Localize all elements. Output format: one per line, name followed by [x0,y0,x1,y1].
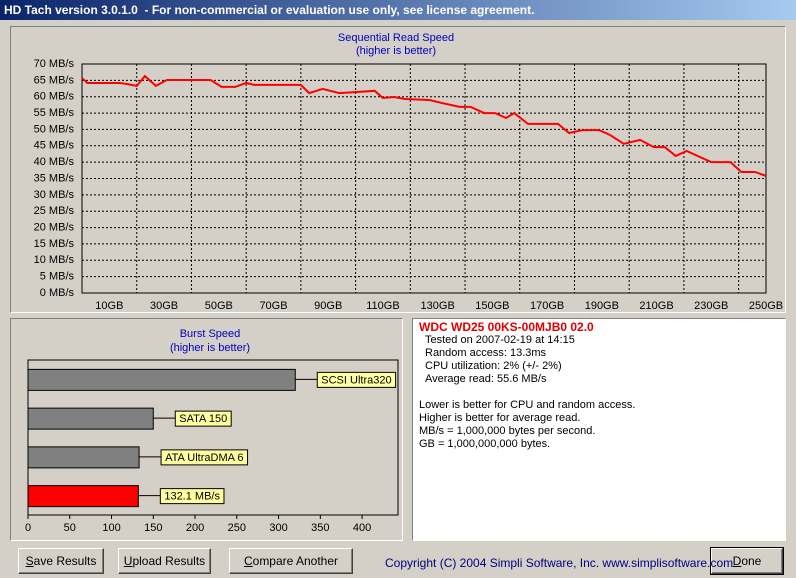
note-line: GB = 1,000,000,000 bytes. [419,438,551,450]
notes: Lower is better for CPU and random acces… [419,399,779,451]
burst-panel [10,318,403,541]
note-line: MB/s = 1,000,000 bytes per second. [419,425,596,437]
detail-line: Tested on 2007-02-19 at 14:15 [425,334,575,346]
drive-name: WDC WD25 00KS-00MJB0 02.0 [419,320,594,334]
upload-button[interactable]: Upload Results [118,548,211,574]
done-button[interactable]: Done [710,547,784,575]
copyright: Copyright (C) 2004 Simpli Software, Inc.… [385,556,734,570]
note-line: Lower is better for CPU and random acces… [419,399,636,411]
detail-line: Average read: 55.6 MB/s [425,373,547,385]
read-panel [10,26,786,313]
save-button[interactable]: Save Results [18,548,104,574]
compare-button[interactable]: Compare Another Drive [229,548,353,574]
details: Tested on 2007-02-19 at 14:15 Random acce… [419,334,779,386]
note-line: Higher is better for average read. [419,412,581,424]
info-panel: WDC WD25 00KS-00MJB0 02.0 Tested on 2007… [412,318,786,541]
detail-line: CPU utilization: 2% (+/- 2%) [425,360,562,372]
window-title: HD Tach version 3.0.1.0 - For non-commer… [0,0,796,20]
detail-line: Random access: 13.3ms [425,347,547,359]
